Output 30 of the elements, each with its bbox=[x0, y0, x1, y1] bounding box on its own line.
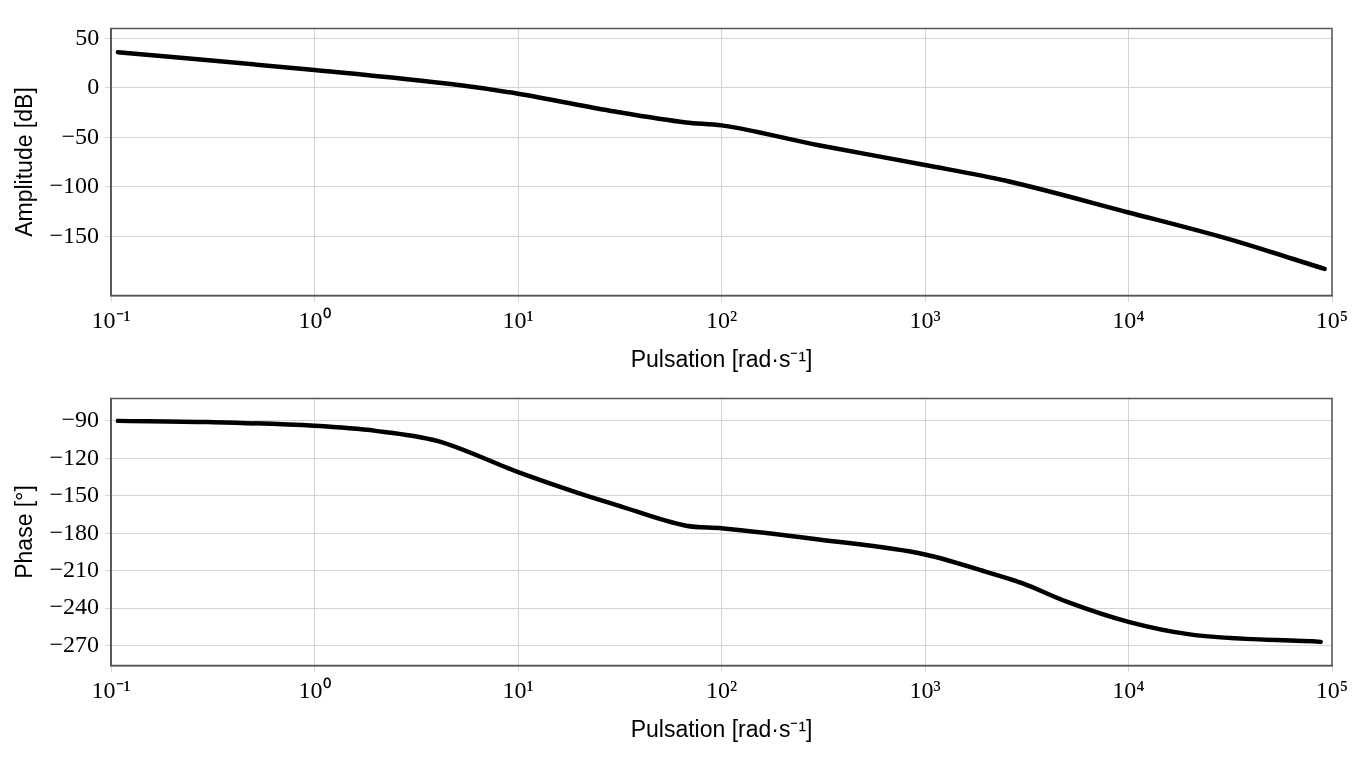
y-tick-label: 50 bbox=[75, 23, 100, 50]
y-axis-title: Amplitude [dB] bbox=[11, 87, 38, 237]
x-tick-label: 10⁴ bbox=[1112, 677, 1145, 704]
y-tick-label: −150 bbox=[49, 221, 100, 248]
x-tick-label: 10⁻¹ bbox=[91, 677, 131, 704]
y-tick-label: −240 bbox=[49, 593, 100, 620]
x-tick-label: 10² bbox=[705, 677, 738, 704]
x-axis-title: Pulsation [rad·s⁻¹] bbox=[630, 715, 813, 742]
x-tick-label: 10¹ bbox=[502, 677, 534, 704]
y-tick-label: −100 bbox=[49, 172, 100, 199]
x-tick-label: 10² bbox=[705, 307, 738, 334]
x-tick-label: 10¹ bbox=[502, 307, 534, 334]
y-tick-label: −210 bbox=[49, 556, 100, 582]
y-tick-label: 0 bbox=[87, 73, 100, 100]
y-tick-label: −50 bbox=[61, 122, 100, 149]
x-tick-label: 10⁵ bbox=[1315, 307, 1349, 334]
x-tick-label: 10³ bbox=[909, 677, 941, 704]
y-tick-label: −90 bbox=[61, 406, 100, 433]
x-tick-label: 10⁴ bbox=[1112, 307, 1145, 334]
x-tick-label: 10⁵ bbox=[1315, 677, 1349, 704]
y-tick-label: −270 bbox=[49, 630, 100, 657]
x-tick-label: 10⁻¹ bbox=[91, 307, 131, 334]
x-tick-label: 10³ bbox=[909, 307, 941, 334]
x-tick-label: 10⁰ bbox=[298, 677, 331, 704]
y-tick-label: −150 bbox=[49, 481, 100, 508]
y-tick-label: −180 bbox=[49, 518, 100, 545]
y-axis-title: Phase [°] bbox=[11, 485, 38, 579]
y-tick-label: −120 bbox=[49, 443, 100, 470]
x-axis-title: Pulsation [rad·s⁻¹] bbox=[630, 345, 813, 372]
x-tick-label: 10⁰ bbox=[298, 307, 331, 334]
